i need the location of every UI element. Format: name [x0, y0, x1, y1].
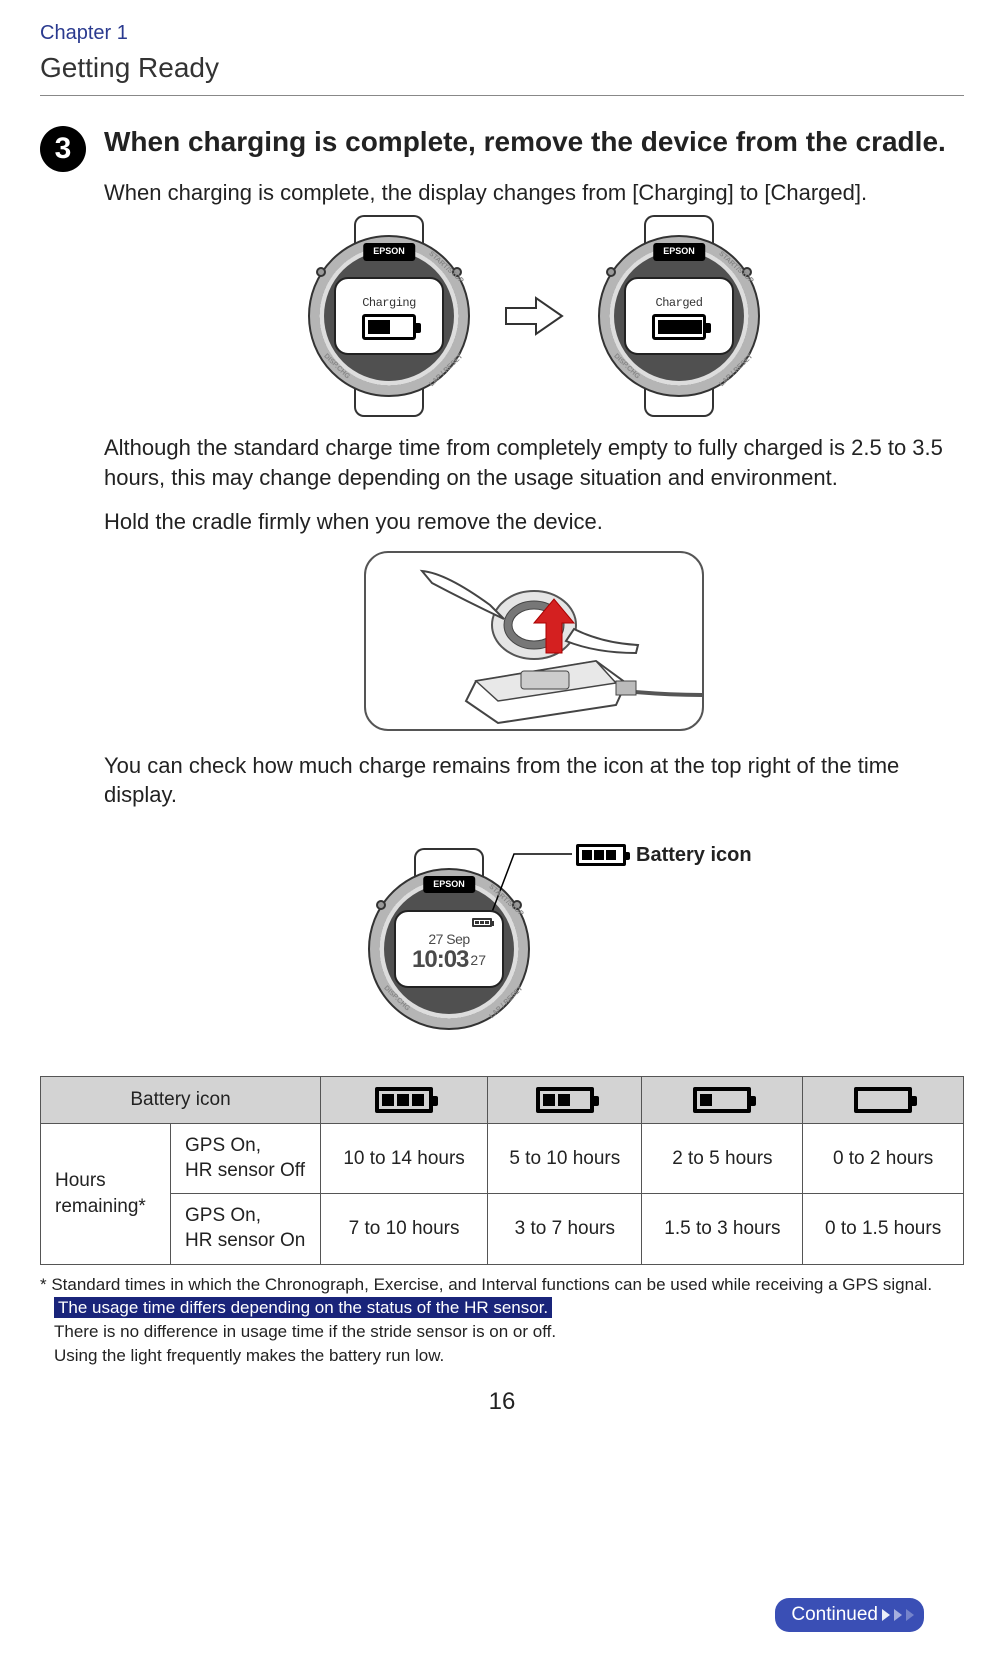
watch-charging: EPSON DISP.CHG LAP / RESET START/STOP Ch… — [294, 221, 484, 411]
battery-icon-callout-figure: EPSON DISP.CHG LAP / RESET START/STOP 27… — [104, 824, 964, 1054]
page-number: 16 — [40, 1386, 964, 1418]
chevron-right-icon — [894, 1609, 902, 1621]
table-header-icon-3bars — [321, 1076, 488, 1123]
footnote-line-1: * Standard times in which the Chronograp… — [40, 1273, 964, 1297]
footnote-block: * Standard times in which the Chronograp… — [40, 1273, 964, 1368]
chevron-right-icon — [882, 1609, 890, 1621]
table-cell: 1.5 to 3 hours — [642, 1194, 803, 1264]
chevron-right-icon — [906, 1609, 914, 1621]
header-divider — [40, 95, 964, 96]
step-heading: When charging is complete, remove the de… — [104, 124, 946, 159]
footnote-highlight: The usage time differs depending on the … — [54, 1297, 552, 1318]
watch-charging-figure: EPSON DISP.CHG LAP / RESET START/STOP Ch… — [104, 221, 964, 411]
table-cell: 5 to 10 hours — [488, 1123, 642, 1193]
watch-charged: EPSON DISP.CHG LAP / RESET START/STOP Ch… — [584, 221, 774, 411]
battery-icon-callout-label: Battery icon — [636, 842, 752, 869]
battery-full-icon — [576, 844, 626, 866]
table-header-icon-2bars — [488, 1076, 642, 1123]
battery-hours-table: Battery icon Hours remaining* GPS On, HR… — [40, 1076, 964, 1265]
step-row: 3 When charging is complete, remove the … — [40, 124, 964, 172]
continued-label: Continued — [791, 1602, 878, 1628]
watch-face-text: Charging — [362, 295, 416, 311]
time-main: 10:03 — [412, 949, 468, 971]
watch-brand-logo: EPSON — [423, 876, 475, 893]
watch-brand-logo: EPSON — [363, 243, 415, 260]
battery-half-icon — [362, 314, 416, 340]
section-title: Getting Ready — [40, 49, 964, 87]
chapter-label: Chapter 1 — [40, 20, 964, 47]
arrow-right-icon — [502, 294, 566, 338]
table-cell: 3 to 7 hours — [488, 1194, 642, 1264]
time-seconds: 27 — [470, 951, 486, 970]
table-header-battery-icon: Battery icon — [41, 1076, 321, 1123]
battery-corner-icon — [472, 918, 492, 927]
table-header-icon-1bar — [642, 1076, 803, 1123]
step-number-badge: 3 — [40, 126, 86, 172]
watch-face-text: Charged — [656, 295, 703, 311]
footnote-line-3: There is no difference in usage time if … — [40, 1320, 964, 1344]
table-cell: 7 to 10 hours — [321, 1194, 488, 1264]
cradle-removal-figure — [104, 551, 964, 731]
battery-full-icon — [652, 314, 706, 340]
page-header: Chapter 1 Getting Ready — [40, 20, 964, 96]
step-para-4: You can check how much charge remains fr… — [104, 751, 964, 810]
step-para-1: When charging is complete, the display c… — [104, 178, 964, 208]
step-para-2: Although the standard charge time from c… — [104, 433, 964, 492]
table-cell: 2 to 5 hours — [642, 1123, 803, 1193]
table-cell: 0 to 1.5 hours — [803, 1194, 964, 1264]
table-row-label-hroff: GPS On, HR sensor Off — [171, 1123, 321, 1193]
footnote-line-4: Using the light frequently makes the bat… — [40, 1344, 964, 1368]
table-cell: 0 to 2 hours — [803, 1123, 964, 1193]
table-row-label-hron: GPS On, HR sensor On — [171, 1194, 321, 1264]
continued-badge[interactable]: Continued — [775, 1598, 924, 1632]
table-cell: 10 to 14 hours — [321, 1123, 488, 1193]
step-para-3: Hold the cradle firmly when you remove t… — [104, 507, 964, 537]
table-rowgroup-hours-remaining: Hours remaining* — [41, 1123, 171, 1264]
watch-brand-logo: EPSON — [653, 243, 705, 260]
table-header-icon-0bars — [803, 1076, 964, 1123]
